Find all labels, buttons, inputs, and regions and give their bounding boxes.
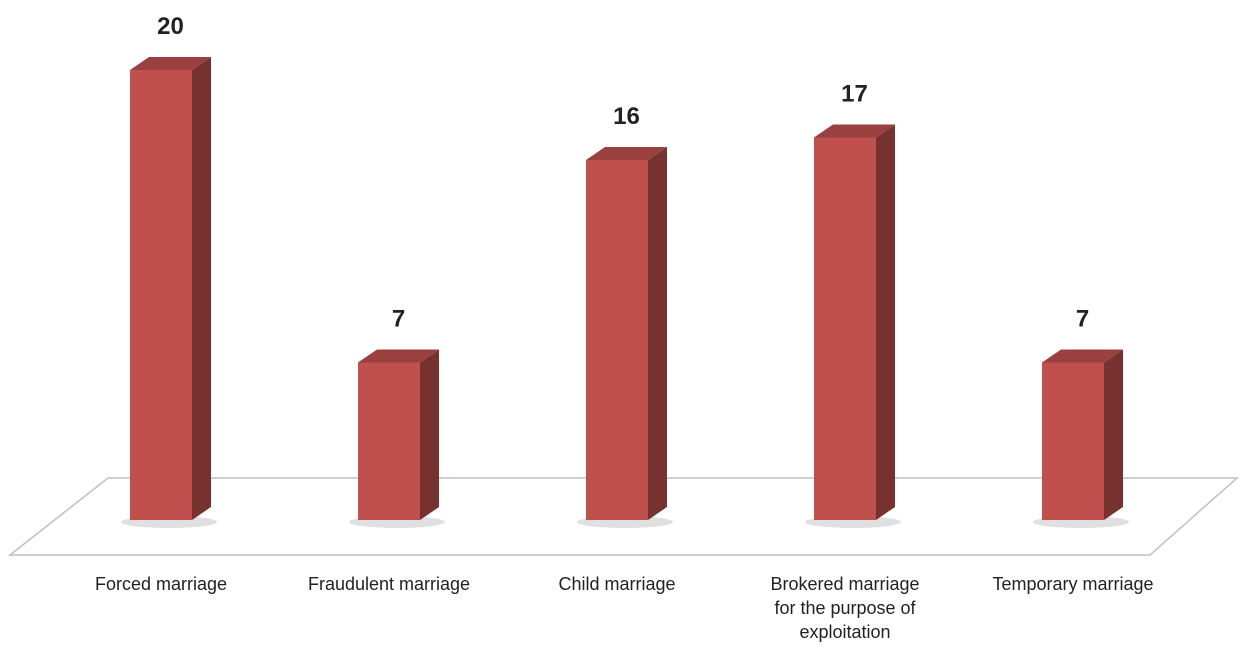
bar-side: [192, 57, 211, 520]
bar-top: [358, 349, 439, 363]
category-label: Brokered marriage for the purpose of exp…: [770, 574, 920, 642]
bar-front: [814, 137, 876, 520]
bar-top: [1042, 349, 1123, 363]
data-label: 16: [613, 103, 640, 130]
bar-top: [814, 124, 895, 138]
bar-side: [648, 147, 667, 520]
bar-front: [586, 160, 648, 520]
bar-top: [130, 57, 211, 70]
category-label: Fraudulent marriage: [307, 574, 471, 594]
data-label: 7: [1076, 306, 1089, 333]
bar: [358, 349, 439, 520]
data-label: 17: [841, 81, 868, 108]
bar: [814, 124, 895, 520]
bar-front: [358, 362, 420, 520]
bar: [130, 57, 211, 520]
bar-front: [1042, 362, 1104, 520]
bar-top: [586, 147, 667, 160]
bar: [1042, 349, 1123, 520]
bar-front: [130, 70, 192, 520]
bar-side: [876, 124, 895, 520]
bar: [586, 147, 667, 520]
category-label: Forced marriage: [94, 574, 228, 594]
bar-side: [1104, 349, 1123, 520]
data-label: 20: [157, 13, 184, 40]
bar-side: [420, 349, 439, 520]
data-label: 7: [392, 306, 405, 333]
category-label: Temporary marriage: [992, 574, 1154, 594]
category-label: Child marriage: [558, 574, 676, 594]
